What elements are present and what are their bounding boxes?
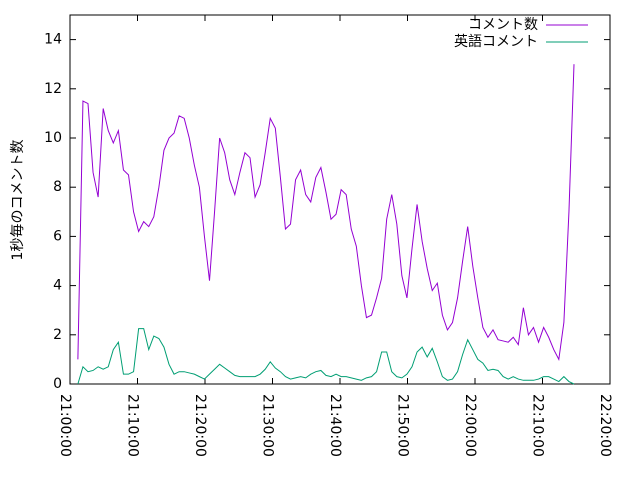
x-tick-label: 21:20:00 (192, 394, 208, 457)
x-tick-label: 21:50:00 (395, 394, 411, 457)
x-tick-label: 21:30:00 (260, 394, 276, 457)
y-tick-label: 0 (53, 376, 62, 392)
y-tick-label: 4 (53, 278, 62, 294)
y-tick-label: 10 (44, 130, 62, 146)
series-line (77, 64, 575, 362)
plot-frame (69, 14, 611, 385)
x-tick-label: 21:10:00 (125, 394, 141, 457)
y-tick-label: 12 (44, 81, 62, 97)
x-tick-label: 22:20:00 (597, 394, 613, 457)
y-tick-label: 14 (44, 32, 62, 48)
x-tick-label: 22:10:00 (530, 394, 546, 457)
series-line (77, 328, 575, 385)
y-tick-label: 2 (53, 327, 62, 343)
legend-label: コメント数 (468, 17, 538, 33)
legend-label: 英語コメント (454, 33, 538, 50)
y-tick-label: 8 (53, 179, 62, 195)
x-tick-label: 21:40:00 (327, 394, 343, 457)
y-tick-label: 6 (53, 228, 62, 244)
y-axis-label: 1秒毎のコメント数 (10, 140, 26, 261)
x-tick-label: 21:00:00 (57, 394, 73, 457)
x-tick-label: 22:00:00 (462, 394, 478, 457)
